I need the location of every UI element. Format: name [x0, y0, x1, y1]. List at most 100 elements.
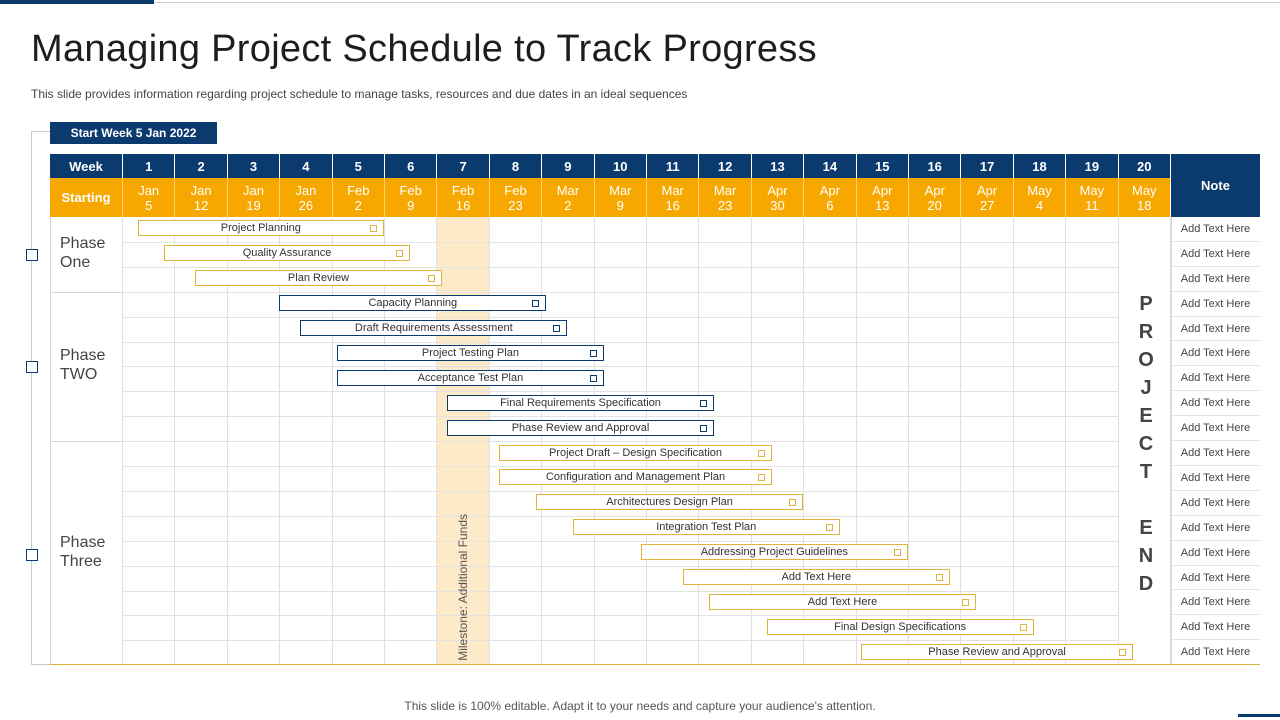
task-bar[interactable]: Addressing Project Guidelines: [640, 544, 908, 561]
week-number-cell: 11: [646, 154, 699, 178]
task-end-marker: [757, 449, 765, 457]
task-bar-label: Plan Review: [287, 272, 350, 285]
date-month: Apr: [976, 182, 998, 198]
week-start-date-cell: Jan 26: [279, 178, 332, 217]
task-end-marker: [1119, 648, 1127, 656]
project-end-letter: R: [1138, 321, 1154, 343]
task-bar[interactable]: Quality Assurance: [163, 245, 411, 262]
note-cell[interactable]: Add Text Here: [1171, 292, 1260, 317]
phase-marker-square: [26, 249, 38, 261]
date-month: Apr: [767, 182, 788, 198]
note-cell[interactable]: Add Text Here: [1171, 491, 1260, 516]
task-bar[interactable]: Add Text Here: [682, 569, 950, 586]
task-bar[interactable]: Project Planning: [137, 220, 384, 237]
date-day: 19: [246, 197, 261, 213]
task-bar-label: Capacity Planning: [368, 297, 458, 310]
task-bar[interactable]: Integration Test Plan: [572, 519, 840, 536]
task-bar-label: Quality Assurance: [242, 247, 332, 260]
date-day: 23: [508, 197, 523, 213]
date-month: Jan: [190, 182, 212, 198]
task-bar[interactable]: Phase Review and Approval: [860, 643, 1134, 660]
date-month: Apr: [924, 182, 945, 198]
week-start-date-cell: Feb 9: [384, 178, 437, 217]
week-start-date-cell: Apr 20: [908, 178, 961, 217]
week-start-date-cell: Mar 16: [646, 178, 699, 217]
note-header: Note: [1171, 154, 1260, 217]
week-start-date-cell: Feb 16: [436, 178, 489, 217]
note-cell[interactable]: Add Text Here: [1171, 615, 1260, 641]
note-cell[interactable]: Add Text Here: [1171, 416, 1260, 442]
starting-header-label: Starting: [50, 178, 122, 217]
phase-bracket-bottom: [31, 664, 50, 665]
grid-hline: [122, 241, 1118, 243]
note-cell[interactable]: Add Text Here: [1171, 541, 1260, 566]
phase-label-name: TWO: [60, 366, 98, 384]
note-cell[interactable]: Add Text Here: [1171, 342, 1260, 367]
date-month: Feb: [451, 182, 475, 198]
task-end-marker: [962, 598, 970, 606]
task-end-marker: [1019, 623, 1027, 631]
note-cell[interactable]: Add Text Here: [1171, 267, 1260, 292]
note-cell[interactable]: Add Text Here: [1171, 566, 1260, 591]
task-end-marker: [427, 275, 435, 283]
phase-label: Phase One: [60, 234, 105, 272]
task-bar[interactable]: Acceptance Test Plan: [336, 369, 605, 386]
task-bar[interactable]: Final Requirements Specification: [446, 394, 715, 411]
top-divider: [154, 2, 1280, 3]
date-day: 16: [455, 197, 471, 213]
note-cell[interactable]: Add Text Here: [1171, 591, 1260, 616]
task-bar[interactable]: Phase Review and Approval: [446, 419, 715, 436]
note-cell[interactable]: Add Text Here: [1171, 466, 1260, 491]
date-day: 6: [826, 197, 834, 213]
note-cell[interactable]: Add Text Here: [1171, 242, 1260, 267]
week-number-cell: 6: [384, 154, 437, 178]
grid-vline: [1170, 217, 1171, 666]
milestone-column: [437, 217, 489, 665]
week-number-cell: 19: [1065, 154, 1118, 178]
project-end-letter: J: [1140, 377, 1152, 399]
task-bar-label: Project Testing Plan: [421, 346, 519, 359]
project-end-letter: P: [1139, 293, 1153, 315]
task-end-marker: [590, 374, 598, 382]
project-end-letter: E: [1139, 517, 1153, 539]
task-bar[interactable]: Add Text Here: [708, 593, 977, 610]
task-bar[interactable]: Project Testing Plan: [336, 344, 605, 361]
phase-label: Phase Three: [60, 533, 105, 571]
task-end-marker: [553, 325, 561, 333]
task-end-marker: [757, 474, 765, 482]
note-cell[interactable]: Add Text Here: [1171, 317, 1260, 342]
task-end-marker: [700, 424, 708, 432]
task-bar[interactable]: Architectures Design Plan: [535, 494, 804, 511]
project-end-letter: O: [1138, 349, 1154, 371]
task-bar-label: Draft Requirements Assessment: [354, 322, 513, 335]
note-cell[interactable]: Add Text Here: [1171, 217, 1260, 242]
task-end-marker: [700, 399, 708, 407]
task-bar-label: Addressing Project Guidelines: [700, 546, 849, 559]
week-start-date-cell: Mar 23: [698, 178, 751, 217]
note-cell[interactable]: Add Text Here: [1171, 441, 1260, 466]
week-number-cell: 7: [436, 154, 489, 178]
note-cell[interactable]: Add Text Here: [1171, 516, 1260, 541]
bottom-accent-bar: [1238, 714, 1280, 717]
week-number-cell: 20: [1117, 154, 1170, 178]
task-bar[interactable]: Draft Requirements Assessment: [300, 320, 568, 337]
phase-bracket: [31, 131, 32, 665]
note-cell[interactable]: Add Text Here: [1171, 391, 1260, 417]
task-end-marker: [396, 250, 404, 258]
task-bar-label: Configuration and Management Plan: [545, 471, 726, 484]
page-subtitle: This slide provides information regardin…: [31, 87, 688, 101]
task-bar[interactable]: Project Draft – Design Specification: [499, 444, 772, 461]
task-bar[interactable]: Plan Review: [195, 270, 442, 287]
task-bar[interactable]: Final Design Specifications: [766, 618, 1034, 635]
date-day: 12: [193, 197, 209, 213]
date-month: Feb: [347, 182, 370, 198]
phase-separator: [50, 441, 122, 443]
task-bar-label: Add Text Here: [807, 595, 878, 608]
date-day: 16: [665, 197, 680, 213]
note-cell[interactable]: Add Text Here: [1171, 640, 1260, 666]
task-bar[interactable]: Capacity Planning: [279, 295, 547, 312]
note-cell[interactable]: Add Text Here: [1171, 366, 1260, 392]
date-day: 9: [407, 197, 415, 213]
task-bar[interactable]: Configuration and Management Plan: [499, 469, 772, 486]
